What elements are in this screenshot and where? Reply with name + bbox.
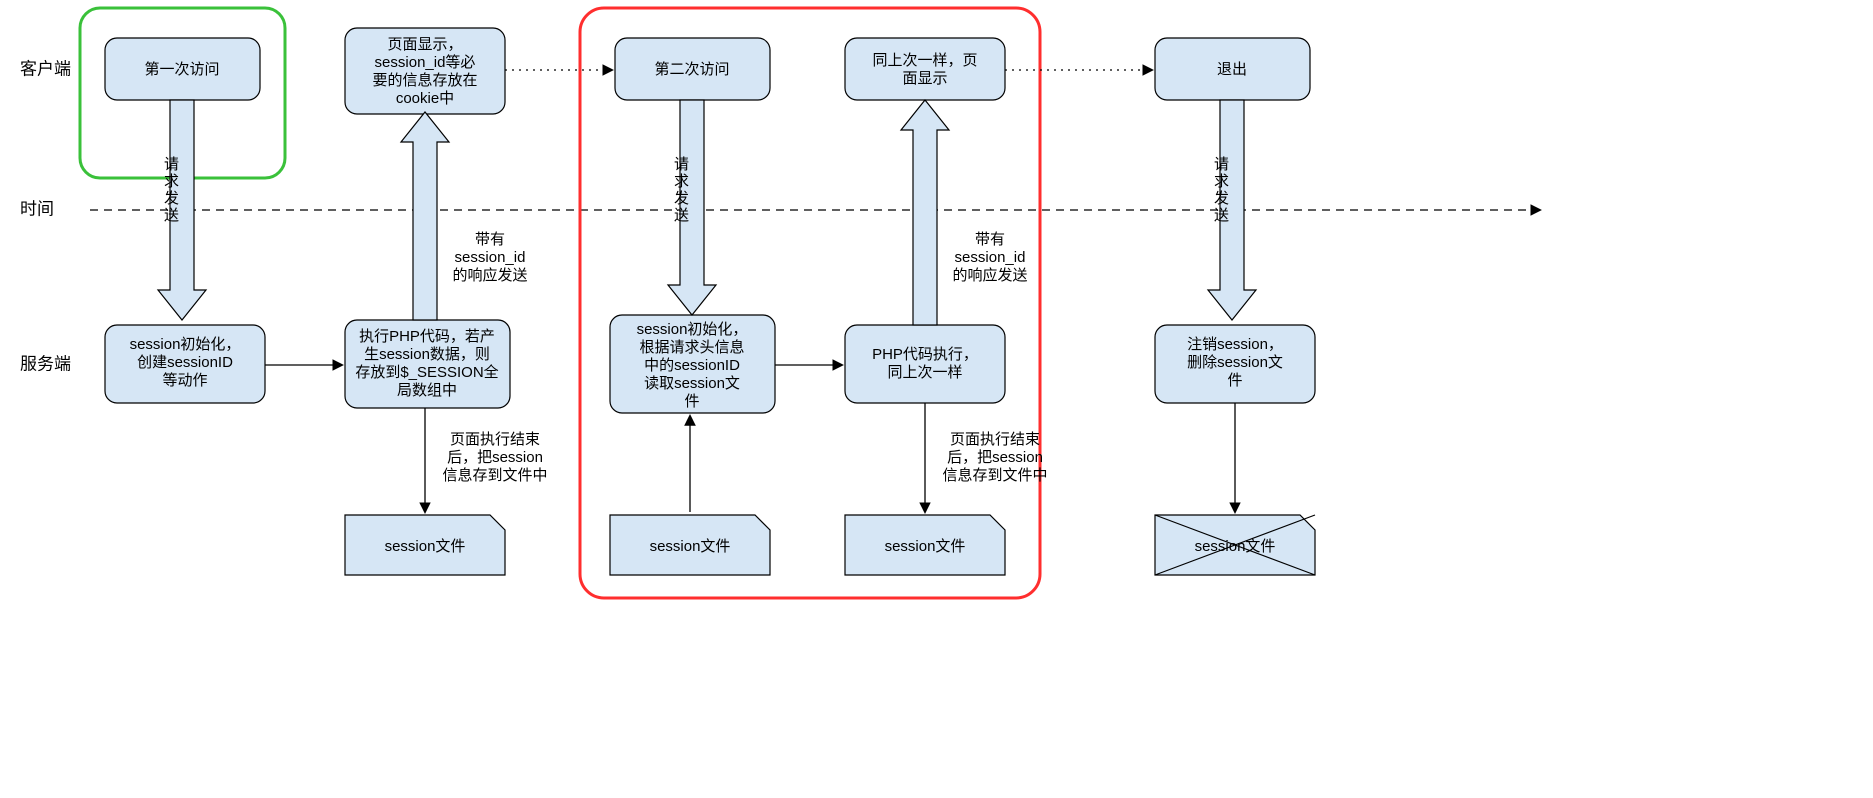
s4-l2: 同上次一样 bbox=[887, 364, 962, 381]
svg-text:请求发送: 请求发送 bbox=[1212, 156, 1229, 224]
node-logout-label: 退出 bbox=[1217, 61, 1247, 78]
s2-l2: 生session数据，则 bbox=[364, 346, 490, 363]
svg-text:信息存到文件中: 信息存到文件中 bbox=[442, 467, 547, 484]
node-second-visit-label: 第二次访问 bbox=[654, 60, 729, 78]
s1-l3: 等动作 bbox=[162, 371, 207, 389]
s2-l3: 存放到$_SESSION全 bbox=[355, 363, 498, 381]
svg-text:信息存到文件中: 信息存到文件中 bbox=[942, 467, 1047, 484]
file-1: session文件 bbox=[345, 515, 505, 575]
s5-l2: 删除session文 bbox=[1187, 354, 1283, 371]
s5-l3: 件 bbox=[1227, 372, 1242, 389]
c2-l2: session_id等必 bbox=[375, 53, 476, 71]
thick-arrow-resp-1 bbox=[401, 112, 449, 320]
row-label-server: 服务端 bbox=[20, 354, 71, 373]
file-4-deleted: session文件 bbox=[1155, 515, 1315, 575]
c4-l2: 面显示 bbox=[902, 70, 947, 87]
label-resp-2: 带有 session_id 的响应发送 bbox=[952, 231, 1027, 284]
label-req-3: 请求发送 bbox=[1212, 156, 1229, 224]
label-resp-1: 带有 session_id 的响应发送 bbox=[452, 231, 527, 284]
s5-l1: 注销session， bbox=[1187, 336, 1283, 353]
file-3: session文件 bbox=[845, 515, 1005, 575]
svg-text:请求发送: 请求发送 bbox=[162, 156, 179, 224]
c2-l4: cookie中 bbox=[396, 90, 454, 107]
s4-l1: PHP代码执行， bbox=[872, 346, 978, 363]
file-3-label: session文件 bbox=[885, 538, 966, 555]
row-label-time: 时间 bbox=[20, 199, 54, 218]
svg-text:的响应发送: 的响应发送 bbox=[952, 266, 1027, 284]
svg-text:后，把session: 后，把session bbox=[947, 449, 1043, 466]
svg-text:的响应发送: 的响应发送 bbox=[452, 266, 527, 284]
c2-l3: 要的信息存放在 bbox=[372, 72, 477, 89]
s2-l4: 局数组中 bbox=[397, 382, 457, 399]
label-req-1: 请求发送 bbox=[162, 156, 179, 224]
svg-text:页面执行结束: 页面执行结束 bbox=[450, 431, 540, 448]
file-2-label: session文件 bbox=[650, 538, 731, 555]
c2-l1: 页面显示， bbox=[387, 36, 462, 53]
s1-l2: 创建sessionID bbox=[137, 354, 233, 371]
svg-text:带有: 带有 bbox=[475, 231, 505, 248]
file-2: session文件 bbox=[610, 515, 770, 575]
file-4-label: session文件 bbox=[1195, 538, 1276, 555]
svg-text:请求发送: 请求发送 bbox=[672, 156, 689, 224]
svg-text:页面执行结束: 页面执行结束 bbox=[950, 431, 1040, 448]
svg-text:session_id: session_id bbox=[455, 249, 526, 266]
node-first-visit-label: 第一次访问 bbox=[144, 60, 219, 78]
file-1-label: session文件 bbox=[385, 538, 466, 555]
svg-text:后，把session: 后，把session bbox=[447, 449, 543, 466]
s3-l2: 根据请求头信息 bbox=[639, 339, 744, 356]
s3-l4: 读取session文 bbox=[644, 375, 740, 392]
svg-text:带有: 带有 bbox=[975, 231, 1005, 248]
label-save-1: 页面执行结束 后，把session 信息存到文件中 bbox=[442, 431, 547, 484]
label-req-2: 请求发送 bbox=[672, 156, 689, 224]
s3-l5: 件 bbox=[684, 393, 699, 410]
thick-arrow-resp-2 bbox=[901, 100, 949, 325]
svg-text:session_id: session_id bbox=[955, 249, 1026, 266]
row-label-client: 客户端 bbox=[20, 59, 71, 78]
s3-l1: session初始化， bbox=[637, 321, 748, 338]
s2-l1: 执行PHP代码，若产 bbox=[359, 328, 495, 345]
s3-l3: 中的sessionID bbox=[644, 357, 740, 374]
s1-l1: session初始化， bbox=[130, 336, 241, 353]
c4-l1: 同上次一样，页 bbox=[872, 52, 977, 69]
label-save-2: 页面执行结束 后，把session 信息存到文件中 bbox=[942, 431, 1047, 484]
